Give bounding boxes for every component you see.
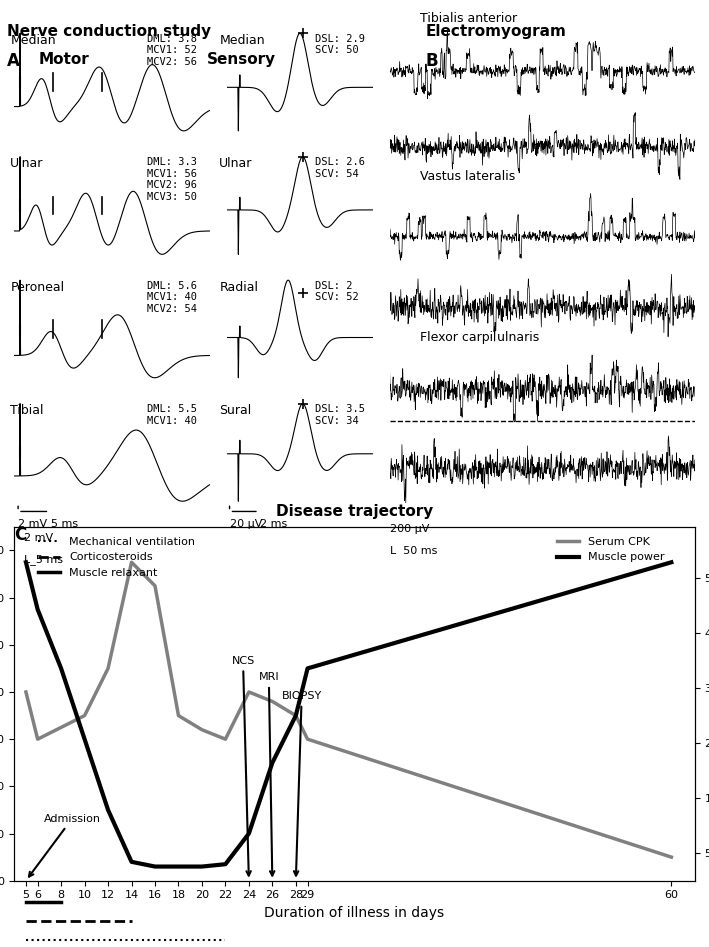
Text: Radial: Radial — [219, 280, 258, 294]
Serum CPK — [667, 851, 676, 863]
Text: BIOPSY: BIOPSY — [281, 691, 322, 876]
Muscle power — [245, 828, 253, 839]
Text: Tibialis anterior: Tibialis anterior — [420, 11, 518, 25]
Line: Serum CPK: Serum CPK — [26, 563, 671, 857]
Text: DML: 3.8
MCV1: 52
MCV2: 56: DML: 3.8 MCV1: 52 MCV2: 56 — [147, 34, 197, 67]
Text: Admission: Admission — [29, 813, 101, 877]
Muscle power — [104, 804, 112, 815]
Text: 2 ms: 2 ms — [260, 519, 288, 529]
Line: Muscle power: Muscle power — [26, 563, 671, 867]
Legend: Serum CPK, Muscle power: Serum CPK, Muscle power — [552, 532, 669, 567]
Text: 2 mV: 2 mV — [24, 533, 53, 543]
Text: L  50 ms: L 50 ms — [390, 545, 437, 556]
Text: Peroneal: Peroneal — [10, 280, 65, 294]
Muscle power — [667, 557, 676, 568]
Serum CPK — [128, 557, 136, 568]
Text: DSL: 2.6
SCV: 54: DSL: 2.6 SCV: 54 — [315, 157, 364, 179]
Serum CPK — [268, 696, 277, 707]
Text: Tibial: Tibial — [10, 404, 44, 417]
Serum CPK — [291, 710, 300, 722]
Text: MRI: MRI — [259, 672, 279, 876]
Text: Median: Median — [219, 34, 265, 46]
Serum CPK — [57, 722, 65, 733]
Text: L_5 ms: L_5 ms — [24, 554, 63, 565]
Serum CPK — [33, 734, 42, 745]
Text: Nerve conduction study: Nerve conduction study — [7, 24, 211, 39]
Text: DSL: 2
SCV: 52: DSL: 2 SCV: 52 — [315, 280, 358, 302]
Muscle power — [22, 557, 30, 568]
Muscle power — [151, 861, 160, 872]
Text: 2 mV: 2 mV — [18, 519, 48, 529]
Serum CPK — [174, 710, 183, 722]
Text: DML: 3.3
MCV1: 56
MCV2: 96
MCV3: 50: DML: 3.3 MCV1: 56 MCV2: 96 MCV3: 50 — [147, 157, 197, 202]
Muscle power — [128, 856, 136, 867]
Text: 200 μV: 200 μV — [390, 524, 429, 534]
Muscle power — [174, 861, 183, 872]
Text: Median: Median — [10, 34, 56, 46]
Serum CPK — [22, 687, 30, 698]
Muscle power — [221, 859, 230, 870]
Muscle power — [57, 663, 65, 674]
Text: Vastus lateralis: Vastus lateralis — [420, 170, 515, 183]
Text: Sural: Sural — [219, 404, 252, 417]
Muscle power — [291, 710, 300, 722]
Text: 20 μV: 20 μV — [230, 519, 262, 529]
Text: Ulnar: Ulnar — [219, 157, 252, 170]
Text: Sensory: Sensory — [206, 52, 276, 67]
Muscle power — [303, 663, 312, 674]
Serum CPK — [151, 581, 160, 592]
Text: DML: 5.5
MCV1: 40: DML: 5.5 MCV1: 40 — [147, 404, 197, 426]
Text: A: A — [7, 52, 20, 70]
Muscle power — [80, 734, 89, 745]
Text: 5 ms: 5 ms — [51, 519, 79, 529]
Text: Motor: Motor — [38, 52, 89, 67]
Text: Ulnar: Ulnar — [10, 157, 44, 170]
Text: Flexor carpi ulnaris: Flexor carpi ulnaris — [420, 331, 540, 345]
Text: DSL: 2.9
SCV: 50: DSL: 2.9 SCV: 50 — [315, 34, 364, 55]
Text: NCS: NCS — [231, 655, 255, 876]
Muscle power — [33, 604, 42, 616]
Serum CPK — [198, 724, 206, 736]
Serum CPK — [245, 687, 253, 698]
Serum CPK — [80, 710, 89, 722]
Text: DSL: 3.5
SCV: 34: DSL: 3.5 SCV: 34 — [315, 404, 364, 426]
Serum CPK — [139, 568, 147, 580]
Text: DML: 5.6
MCV1: 40
MCV2: 54: DML: 5.6 MCV1: 40 MCV2: 54 — [147, 280, 197, 313]
Title: Disease trajectory: Disease trajectory — [276, 504, 433, 519]
Text: Electromyogram: Electromyogram — [425, 24, 566, 39]
Serum CPK — [303, 734, 312, 745]
Serum CPK — [104, 663, 112, 674]
Muscle power — [198, 861, 206, 872]
Serum CPK — [221, 734, 230, 745]
Muscle power — [268, 757, 277, 768]
Text: B: B — [425, 52, 438, 70]
Text: C: C — [14, 526, 26, 544]
X-axis label: Duration of illness in days: Duration of illness in days — [264, 906, 445, 920]
